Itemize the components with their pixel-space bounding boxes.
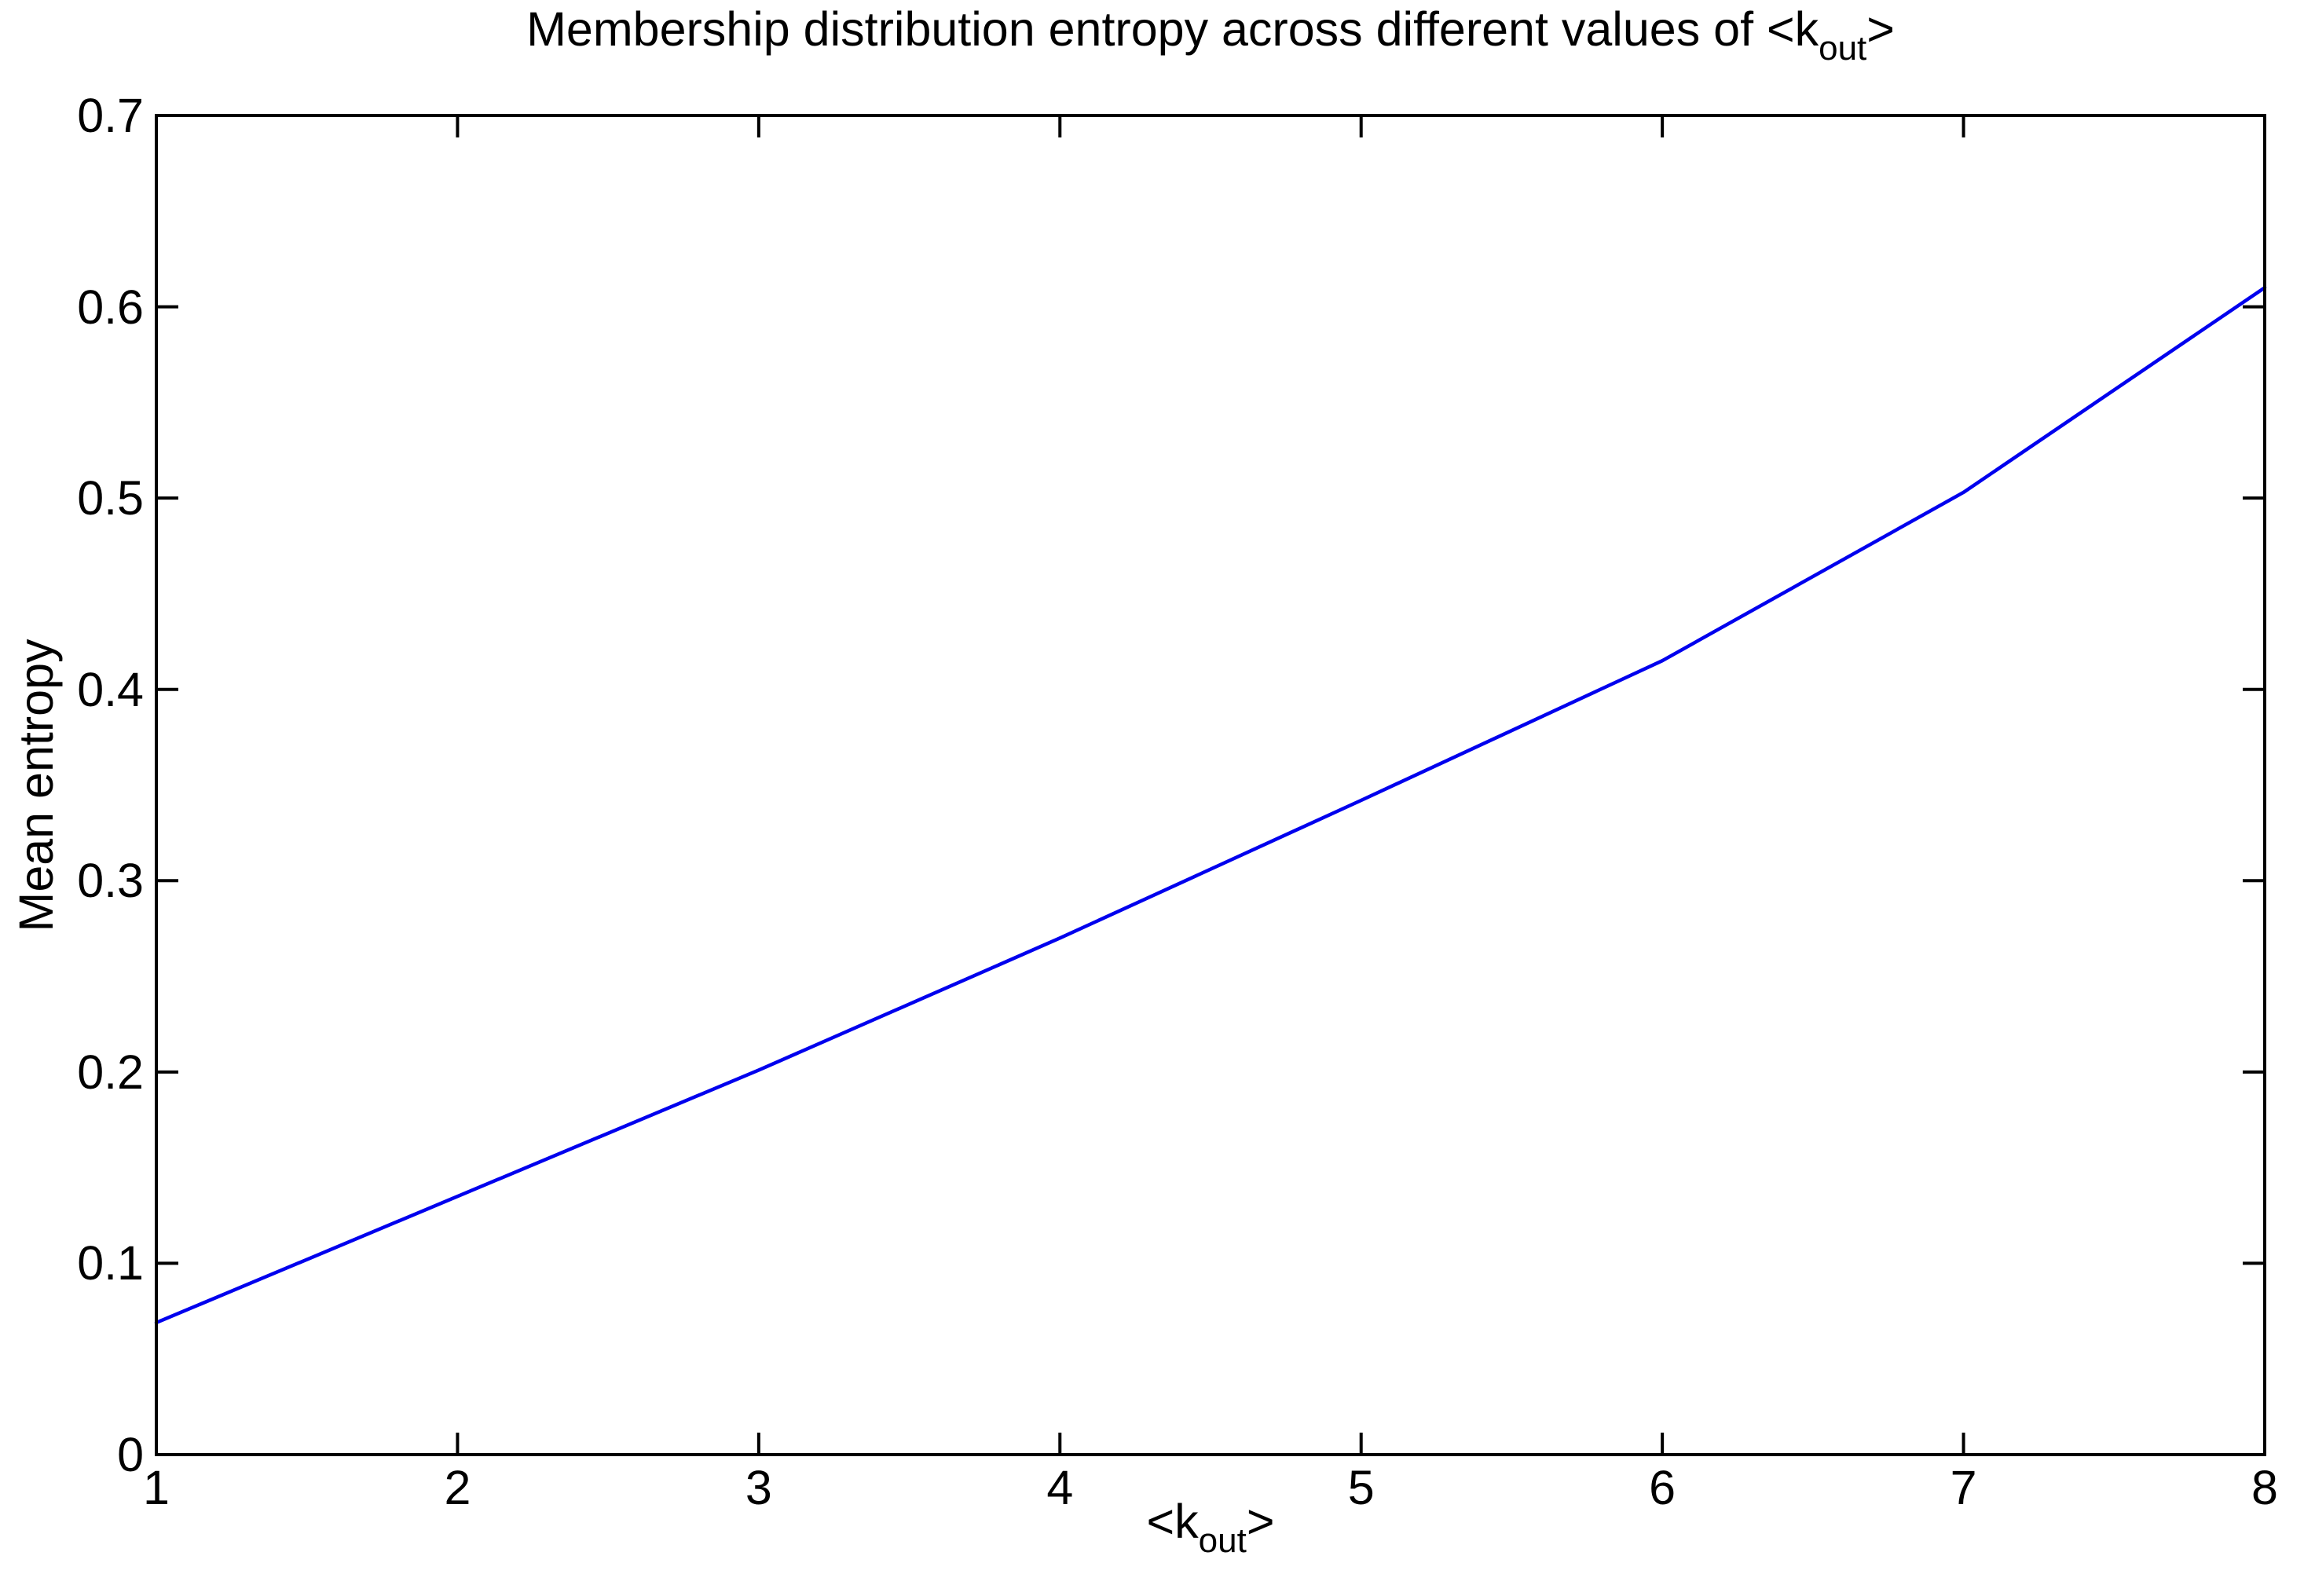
axes-layer — [155, 114, 2266, 1456]
plot-box-border — [155, 114, 2266, 1456]
x-axis-label-text: <k — [1146, 1495, 1199, 1548]
chart-title-text: Membership distribution entropy across d… — [526, 2, 1819, 56]
x-axis-label-suffix: > — [1246, 1495, 1275, 1548]
x-tick-label: 3 — [745, 1461, 772, 1514]
x-tick-label: 7 — [1950, 1461, 1977, 1514]
y-axis-label: Mean entropy — [9, 639, 63, 932]
y-tick-label: 0.6 — [77, 280, 144, 334]
x-tick-label: 1 — [143, 1461, 170, 1514]
data-line — [154, 285, 2267, 1325]
x-tick-label: 6 — [1649, 1461, 1676, 1514]
y-tick-label: 0.4 — [77, 662, 144, 716]
y-tick-label: 0.7 — [77, 89, 144, 142]
y-tick-label: 0 — [117, 1428, 144, 1481]
chart-title-subscript: out — [1819, 29, 1867, 68]
x-tick-label: 2 — [444, 1461, 471, 1514]
y-tick-label: 0.2 — [77, 1045, 144, 1099]
x-tick-label: 4 — [1046, 1461, 1074, 1514]
x-tick-label: 5 — [1347, 1461, 1375, 1514]
y-tick-label: 0.1 — [77, 1236, 144, 1290]
x-axis-label: <kout> — [818, 1491, 1603, 1593]
chart-title-suffix: > — [1866, 2, 1895, 56]
y-tick-label: 0.5 — [77, 471, 144, 525]
x-tick-label: 8 — [2251, 1461, 2278, 1514]
y-tick-label: 0.3 — [77, 854, 144, 908]
x-axis-label-subscript: out — [1198, 1521, 1247, 1561]
chart-title: Membership distribution entropy across d… — [156, 2, 2265, 66]
